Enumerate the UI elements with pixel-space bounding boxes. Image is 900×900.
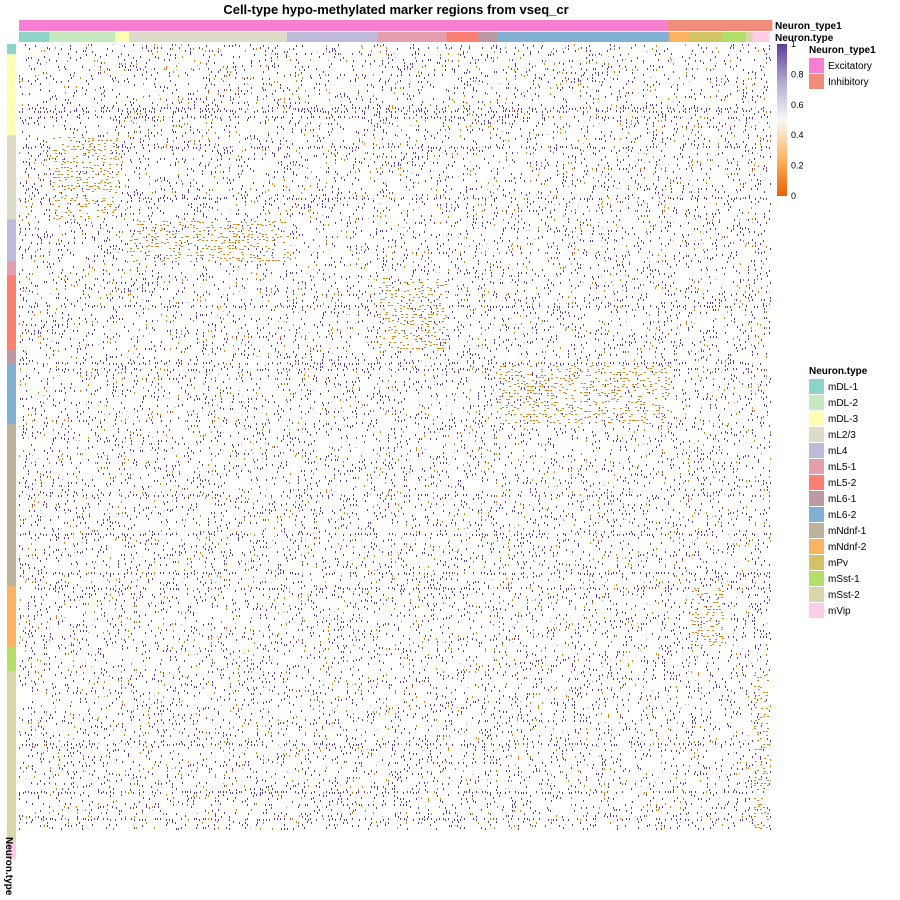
chart-title: Cell-type hypo-methylated marker regions…: [223, 2, 568, 17]
legend-label-inhibitory: Inhibitory: [828, 77, 869, 88]
colorbar-tick-label: 0: [791, 191, 796, 201]
col-anno-inhibitory: [668, 20, 773, 31]
annotation-label-neuron-type: Neuron.type: [775, 33, 834, 44]
legend-label-mndnf-2: mNdnf-2: [828, 542, 867, 553]
legend-swatch-mvip: [809, 603, 824, 618]
col-anno-ml5-2: [446, 32, 479, 42]
col-anno-ml2-3: [128, 32, 288, 42]
col-anno-mndnf-2: [670, 32, 690, 42]
legend-swatch-mndnf-1: [809, 523, 824, 538]
heatmap-dots-hypo-methylated: [19, 44, 771, 830]
col-anno-msst-1: [721, 32, 747, 42]
legend-swatch-ml4: [809, 443, 824, 458]
legend-label-excitatory: Excitatory: [828, 61, 872, 72]
row-anno-mndnf-2: [7, 586, 16, 648]
col-anno-excitatory: [19, 20, 669, 31]
legend-swatch-excitatory: [809, 58, 824, 73]
row-anno-ml6-2: [7, 364, 16, 425]
heatmap-dots-methylated: [19, 44, 771, 830]
legend-label-mvip: mVip: [828, 606, 851, 617]
col-anno-ml4: [287, 32, 378, 42]
legend-label-mdl-1: mDL-1: [828, 382, 858, 393]
legend-swatch-mdl-1: [809, 379, 824, 394]
column-annotation-neuron-type: [19, 32, 770, 42]
legend-label-ml4: mL4: [828, 446, 848, 457]
colorbar-tick-label: 0.4: [791, 130, 804, 140]
legend-label-msst-2: mSst-2: [828, 590, 860, 601]
row-anno-msst-1: [7, 646, 16, 672]
col-anno-mndnf-1: [668, 32, 671, 42]
legend-swatch-ml5-2: [809, 475, 824, 490]
legend-label-ml2-3: mL2/3: [828, 430, 856, 441]
legend-swatch-ml6-2: [809, 507, 824, 522]
row-anno-ml6-1: [7, 349, 16, 365]
legend-swatch-ml5-1: [809, 459, 824, 474]
col-anno-ml6-1: [478, 32, 499, 42]
legend-neuron-type: Neuron.type mDL-1 mDL-2 mDL-3 mL2/3 mL4 mL5-1 m…: [809, 366, 868, 618]
row-anno-mdl-3: [7, 54, 16, 136]
row-anno-mdl-1: [7, 44, 16, 55]
col-anno-mvip: [752, 32, 770, 42]
legend-swatch-mndnf-2: [809, 539, 824, 554]
row-anno-msst-2: [7, 671, 16, 842]
row-anno-ml2-3: [7, 135, 16, 220]
row-anno-ml5-2: [7, 275, 16, 350]
col-anno-ml6-2: [497, 32, 669, 42]
legend-label-mndnf-1: mNdnf-1: [828, 526, 867, 537]
col-anno-mdl-2: [49, 32, 116, 42]
colorbar-tick-label: 0.6: [791, 100, 804, 110]
row-anno-mvip: [7, 841, 16, 859]
col-anno-mpv: [689, 32, 722, 42]
legend-label-mpv: mPv: [828, 558, 848, 569]
legend-label-mdl-3: mDL-3: [828, 414, 858, 425]
colorbar-gradient: [777, 44, 787, 196]
row-anno-ml4: [7, 219, 16, 262]
colorbar-tick-label: 1: [791, 39, 796, 49]
legend-label-mdl-2: mDL-2: [828, 398, 858, 409]
col-anno-mdl-3: [115, 32, 130, 42]
legend-title: Neuron.type: [809, 366, 868, 377]
legend-label-msst-1: mSst-1: [828, 574, 860, 585]
color-scale-legend: 0 0.2 0.4 0.6 0.8 1: [777, 39, 804, 201]
heatmap-cells: [19, 44, 771, 830]
row-anno-ml5-1: [7, 261, 16, 276]
col-anno-ml5-1: [377, 32, 448, 42]
legend-swatch-mpv: [809, 555, 824, 570]
legend-label-ml6-1: mL6-1: [828, 494, 857, 505]
row-anno-mndnf-1: [7, 424, 16, 587]
row-annotation-neuron-type: [7, 44, 16, 859]
row-annotation-label: Neuron.type: [3, 837, 14, 896]
legend-neuron-type1: Neuron_type1 Excitatory Inhibitory: [809, 45, 876, 89]
legend-swatch-mdl-2: [809, 395, 824, 410]
legend-swatch-msst-1: [809, 571, 824, 586]
legend-swatch-inhibitory: [809, 74, 824, 89]
legend-swatch-mdl-3: [809, 411, 824, 426]
annotation-label-neuron-type1: Neuron_type1: [775, 21, 842, 32]
legend-swatch-ml2-3: [809, 427, 824, 442]
legend-title: Neuron_type1: [809, 45, 876, 56]
legend-swatch-ml6-1: [809, 491, 824, 506]
legend-swatch-msst-2: [809, 587, 824, 602]
legend-label-ml6-2: mL6-2: [828, 510, 857, 521]
col-anno-msst-2: [745, 32, 753, 42]
column-annotation-neuron-type1: [19, 20, 773, 31]
legend-label-ml5-1: mL5-1: [828, 462, 857, 473]
colorbar-tick-label: 0.2: [791, 161, 804, 171]
col-anno-mdl-1: [19, 32, 50, 42]
colorbar-tick-label: 0.8: [791, 69, 804, 79]
legend-label-ml5-2: mL5-2: [828, 478, 857, 489]
